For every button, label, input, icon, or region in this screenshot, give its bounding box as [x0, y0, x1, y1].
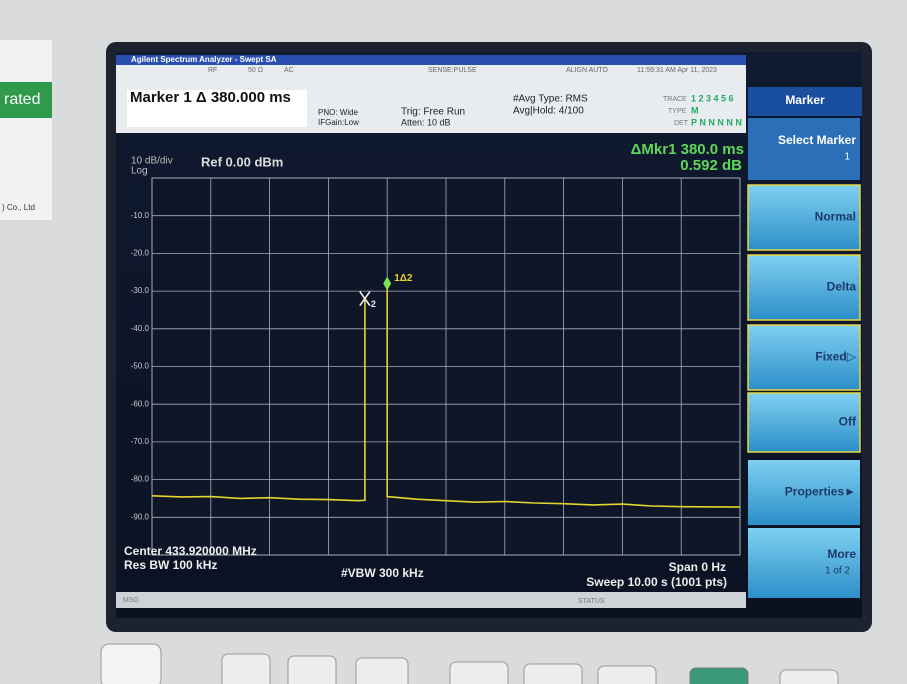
- setting-text: IFGain:Low: [318, 118, 359, 127]
- readout-level: 0.592 dB: [680, 157, 742, 174]
- front-button: [356, 658, 408, 684]
- softkey-label[interactable]: Off: [839, 415, 857, 429]
- status-text: RF: [208, 67, 217, 74]
- message-text: MSG: [123, 597, 139, 604]
- setting-text: PNO: Wide: [318, 108, 359, 117]
- title-bar-text: Agilent Spectrum Analyzer - Swept SA: [131, 55, 277, 64]
- softkey-sublabel[interactable]: 1: [844, 152, 850, 163]
- setting-text: Avg|Hold: 4/100: [513, 106, 584, 117]
- setting-text: Trig: Free Run: [401, 107, 465, 118]
- status-text: 11:59:31 AM Apr 11, 2023: [637, 67, 717, 74]
- y-tick-label: -40.0: [131, 324, 150, 333]
- message-text: STATUS: [578, 598, 605, 605]
- message-bar: [116, 592, 746, 608]
- front-button: [690, 668, 748, 684]
- footer-text: #VBW 300 kHz: [341, 566, 424, 580]
- scale-text: Log: [131, 166, 148, 177]
- readout-time: ΔMkr1 380.0 ms: [631, 141, 744, 158]
- y-tick-label: -50.0: [131, 362, 150, 371]
- y-tick-label: -30.0: [131, 286, 150, 295]
- setting-text: P N N N N N: [691, 117, 742, 127]
- front-button: [288, 656, 336, 684]
- front-button: [524, 664, 582, 684]
- y-tick-label: -90.0: [131, 512, 150, 521]
- ref-text: Ref 0.00 dBm: [201, 154, 283, 169]
- plot: -10.0 -20.0 -30.0 -40.0 -50.0 -60.0 -70.0 -80.0…: [131, 178, 740, 555]
- softkey-label[interactable]: Properties►: [785, 485, 856, 499]
- y-tick-label: -80.0: [131, 475, 150, 484]
- status-text: SENSE:PULSE: [428, 67, 477, 74]
- status-text: AC: [284, 67, 294, 74]
- setting-text: #Avg Type: RMS: [513, 94, 588, 105]
- softkey-label[interactable]: Delta: [827, 280, 857, 294]
- y-tick-label: -10.0: [131, 211, 150, 220]
- y-tick-label: -70.0: [131, 437, 150, 446]
- footer-text: Span 0 Hz: [669, 560, 726, 574]
- softkey-label[interactable]: More: [827, 547, 856, 561]
- screen-photo: rated ) Co., Ltd Agilent Spectrum Analyz…: [0, 0, 907, 684]
- power-button: [101, 644, 161, 684]
- status-text: 50 Ω: [248, 67, 263, 74]
- setting-text: 1 2 3 4 5 6: [691, 93, 734, 103]
- marker-label: 2: [371, 299, 376, 309]
- setting-text: M: [691, 105, 699, 115]
- front-button: [780, 670, 838, 684]
- softkey-sublabel[interactable]: 1 of 2: [825, 566, 850, 577]
- setting-text: DET: [674, 120, 689, 127]
- page: {"sticker": {"top": "rated", "bottom": "…: [0, 0, 907, 684]
- marker-text: Marker 1 Δ 380.000 ms: [130, 89, 291, 106]
- sticker: [0, 40, 52, 220]
- front-button: [598, 666, 656, 684]
- softkey-label[interactable]: Fixed▷: [815, 350, 856, 364]
- setting-text: TYPE: [668, 108, 687, 115]
- setting-text: TRACE: [663, 96, 687, 103]
- footer-text: Center 433.920000 MHz: [124, 544, 257, 558]
- softkey[interactable]: [748, 118, 860, 180]
- softkey-label[interactable]: Select Marker: [778, 133, 856, 147]
- setting-text: Atten: 10 dB: [401, 117, 451, 127]
- softkey-label[interactable]: Normal: [815, 210, 856, 224]
- sticker-text: ) Co., Ltd: [2, 203, 35, 212]
- y-tick-label: -60.0: [131, 399, 150, 408]
- softkey[interactable]: [748, 528, 860, 598]
- footer-text: Sweep 10.00 s (1001 pts): [586, 575, 727, 589]
- softkey-title-text: Marker: [785, 93, 825, 107]
- marker-label: 1Δ2: [394, 273, 413, 284]
- sticker-text: rated: [4, 91, 40, 108]
- front-button: [222, 654, 270, 684]
- footer-text: Res BW 100 kHz: [124, 558, 217, 572]
- y-tick-label: -20.0: [131, 249, 150, 258]
- status-text: ALIGN AUTO: [566, 67, 608, 74]
- front-button: [450, 662, 508, 684]
